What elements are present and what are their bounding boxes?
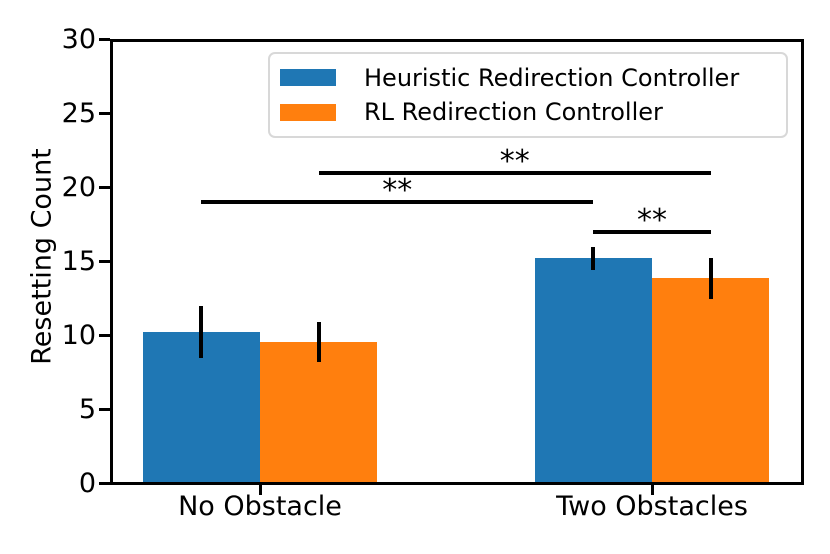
y-tick-label: 15 <box>61 245 96 277</box>
error-bar <box>591 246 596 271</box>
y-tick-mark <box>99 112 110 116</box>
error-bar <box>316 322 321 362</box>
y-tick-label: 0 <box>78 467 96 499</box>
x-tick-mark <box>258 485 262 495</box>
y-tick-label: 10 <box>61 319 96 351</box>
significance-label: ** <box>382 173 413 209</box>
y-tick-mark <box>99 259 110 263</box>
error-bar <box>199 306 204 359</box>
bar-rl-0 <box>260 341 378 483</box>
y-tick-label: 30 <box>61 24 96 56</box>
y-tick-mark <box>99 481 110 485</box>
legend-label-rl: RL Redirection Controller <box>364 98 663 127</box>
bar-rl-1 <box>652 278 770 483</box>
significance-label: ** <box>499 143 530 179</box>
significance-bracket <box>593 229 711 234</box>
significance-label: ** <box>637 202 667 238</box>
y-tick-mark <box>99 407 110 411</box>
legend-swatch-rl <box>280 103 336 121</box>
legend-item-rl: RL Redirection Controller <box>280 99 776 125</box>
bar-heuristic-1 <box>534 258 652 483</box>
y-tick-label: 20 <box>61 172 96 204</box>
y-tick-mark <box>99 38 110 42</box>
x-tick-label: Two Obstacles <box>556 491 748 522</box>
y-tick-mark <box>99 333 110 337</box>
legend-item-heuristic: Heuristic Redirection Controller <box>280 65 776 91</box>
x-tick-mark <box>650 485 654 495</box>
x-tick-label: No Obstacle <box>178 491 342 522</box>
significance-bracket <box>201 200 594 205</box>
error-bar <box>708 257 713 300</box>
significance-bracket <box>318 170 711 175</box>
y-tick-label: 5 <box>78 393 96 425</box>
y-tick-label: 25 <box>61 98 96 130</box>
legend-label-heuristic: Heuristic Redirection Controller <box>364 63 740 92</box>
legend-swatch-heuristic <box>280 69 336 87</box>
legend: Heuristic Redirection Controller RL Redi… <box>268 52 788 138</box>
y-tick-mark <box>99 186 110 190</box>
